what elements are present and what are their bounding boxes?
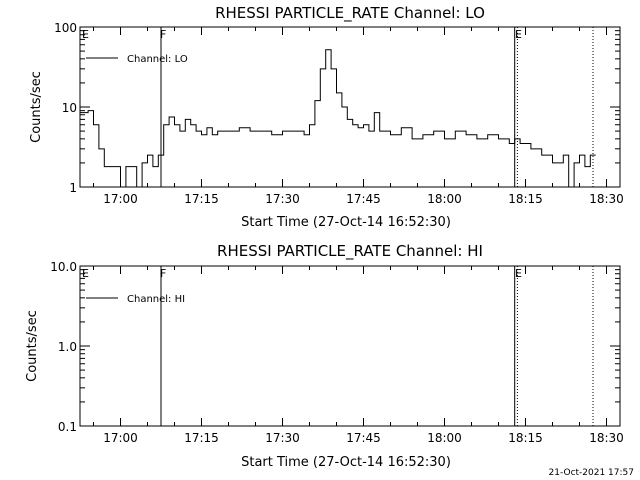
x-tick-label: 17:45 xyxy=(346,192,381,206)
generated-timestamp: 21-Oct-2021 17:57 xyxy=(548,468,634,478)
hi-marker-e-start: E xyxy=(82,267,89,280)
x-tick-label: 17:30 xyxy=(265,431,300,445)
x-tick-label: 17:45 xyxy=(346,431,381,445)
x-tick-label: 18:15 xyxy=(508,192,543,206)
y-tick-label: 1.0 xyxy=(58,340,77,354)
x-tick-label: 17:00 xyxy=(103,431,138,445)
hi-x-axis-label: Start Time (27-Oct-14 16:52:30) xyxy=(241,455,451,470)
hi-y-axis-label: Counts/sec xyxy=(25,310,40,382)
lo-marker-e-end: E xyxy=(515,28,522,41)
x-tick-label: 17:15 xyxy=(184,192,219,206)
x-tick-label: 18:30 xyxy=(589,192,624,206)
y-tick-label: 100 xyxy=(54,21,77,35)
x-tick-label: 17:30 xyxy=(265,192,300,206)
x-tick-label: 18:30 xyxy=(589,431,624,445)
lo-x-axis-label: Start Time (27-Oct-14 16:52:30) xyxy=(241,215,451,230)
y-tick-label: 10.0 xyxy=(50,260,77,274)
y-tick-label: 10 xyxy=(62,101,77,115)
lo-marker-f: F xyxy=(160,28,166,41)
lo-legend-label: Channel: LO xyxy=(127,54,188,65)
y-tick-label: 1 xyxy=(69,181,77,195)
lo-channel-panel: RHESSI PARTICLE_RATE Channel: LO Counts/… xyxy=(29,4,624,230)
x-tick-label: 17:15 xyxy=(184,431,219,445)
hi-channel-panel: RHESSI PARTICLE_RATE Channel: HI Counts/… xyxy=(25,242,624,470)
x-tick-label: 18:00 xyxy=(427,431,462,445)
x-tick-label: 18:15 xyxy=(508,431,543,445)
x-tick-label: 17:00 xyxy=(103,192,138,206)
lo-y-axis-label: Counts/sec xyxy=(29,71,44,143)
series-line xyxy=(80,49,596,188)
lo-chart-title: RHESSI PARTICLE_RATE Channel: LO xyxy=(215,4,485,23)
hi-chart-title: RHESSI PARTICLE_RATE Channel: HI xyxy=(217,242,483,261)
hi-legend-label: Channel: HI xyxy=(127,294,185,305)
hi-marker-e-end: E xyxy=(515,267,522,280)
hi-marker-f: F xyxy=(160,267,166,280)
lo-marker-e-start: E xyxy=(82,28,89,41)
x-tick-label: 18:00 xyxy=(427,192,462,206)
y-tick-label: 0.1 xyxy=(58,420,77,434)
